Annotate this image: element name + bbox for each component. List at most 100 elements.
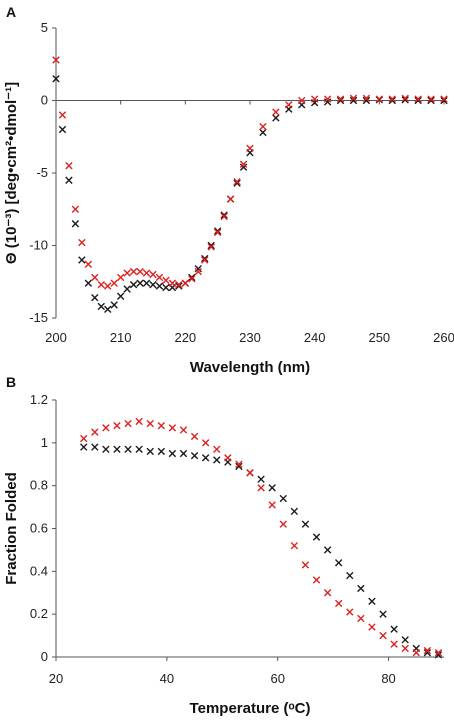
data-point (91, 273, 99, 282)
data-point (246, 469, 254, 477)
data-point (78, 238, 86, 247)
data-point (110, 279, 118, 287)
data-point (323, 546, 332, 554)
data-point (268, 484, 276, 492)
series-1 (80, 417, 443, 657)
data-point (362, 96, 371, 105)
data-point (155, 273, 164, 282)
data-point (349, 96, 358, 105)
data-point (123, 269, 131, 277)
data-point (149, 280, 157, 289)
data-point (181, 279, 190, 287)
data-point (135, 417, 143, 426)
data-point (224, 454, 232, 462)
data-point (146, 447, 154, 456)
data-point (155, 282, 164, 290)
data-point (157, 422, 166, 430)
data-point (65, 176, 73, 184)
data-point (123, 285, 131, 293)
series-0 (80, 443, 443, 659)
data-point (312, 576, 321, 584)
y-tick-label: 0.6 (30, 521, 48, 536)
data-point (346, 571, 354, 580)
data-point (194, 265, 202, 273)
data-point (116, 292, 125, 300)
data-point (149, 270, 157, 279)
data-point (239, 163, 248, 171)
data-point (58, 111, 67, 119)
data-point (207, 241, 215, 250)
data-point (312, 533, 321, 541)
data-point (388, 96, 396, 105)
data-point (390, 640, 398, 648)
data-point (220, 212, 228, 221)
data-point (346, 608, 354, 616)
data-point (102, 445, 110, 453)
data-point (323, 98, 332, 106)
data-point (113, 445, 121, 453)
data-point (362, 94, 371, 103)
panel-label-a: A (6, 4, 16, 20)
data-point (334, 559, 343, 567)
data-point (142, 279, 151, 287)
data-point (52, 75, 60, 83)
x-tick-label: 220 (174, 330, 196, 345)
data-point (440, 96, 448, 105)
data-point (349, 94, 358, 103)
x-tick-label: 80 (381, 671, 395, 686)
data-point (129, 280, 138, 289)
data-point (279, 520, 287, 528)
series-1 (52, 56, 448, 290)
data-point (401, 96, 409, 104)
data-point (136, 279, 144, 287)
data-point (235, 460, 243, 468)
x-tick-label: 40 (160, 671, 174, 686)
data-point (375, 95, 384, 103)
data-point (136, 267, 144, 276)
data-point (272, 114, 280, 122)
data-point (368, 623, 376, 631)
data-point (423, 646, 432, 655)
data-point (213, 228, 222, 237)
data-point (58, 125, 67, 134)
data-point (124, 419, 132, 428)
data-point (226, 195, 235, 203)
data-point (175, 280, 183, 289)
data-point (401, 636, 409, 644)
data-point (179, 426, 188, 434)
data-point (290, 507, 299, 516)
data-point (71, 205, 80, 213)
data-point (233, 178, 241, 186)
y-tick-label: -15 (29, 310, 48, 325)
data-point (104, 305, 112, 313)
data-point (162, 283, 170, 292)
data-point (323, 589, 332, 597)
data-point (414, 96, 422, 105)
chart-a: -15 -10 -5 0 5 200 210 220 230 240 250 260 Wavelengt… (3, 20, 454, 376)
data-point (401, 94, 409, 103)
y-tick-label: 0 (41, 93, 48, 108)
data-point (194, 267, 202, 276)
y-tick-label: 0.4 (30, 563, 48, 578)
data-point (357, 614, 365, 623)
data-point (427, 96, 435, 105)
x-tick-label: 240 (304, 330, 326, 345)
data-point (379, 631, 387, 640)
x-tick-label: 210 (110, 330, 132, 345)
data-point (388, 95, 396, 103)
data-point (91, 294, 99, 302)
series-0 (52, 75, 448, 313)
data-point (175, 282, 183, 290)
data-point (201, 454, 210, 462)
data-point (336, 95, 345, 103)
panel-label-b: B (6, 374, 16, 390)
data-point (135, 445, 143, 453)
y-tick-label: 0.2 (30, 606, 48, 621)
data-point (434, 651, 443, 659)
data-point (268, 501, 276, 509)
data-point (298, 96, 306, 105)
data-point (110, 301, 118, 309)
data-point (246, 144, 254, 153)
data-point (142, 269, 151, 277)
y-tick-label: 5 (41, 20, 48, 35)
